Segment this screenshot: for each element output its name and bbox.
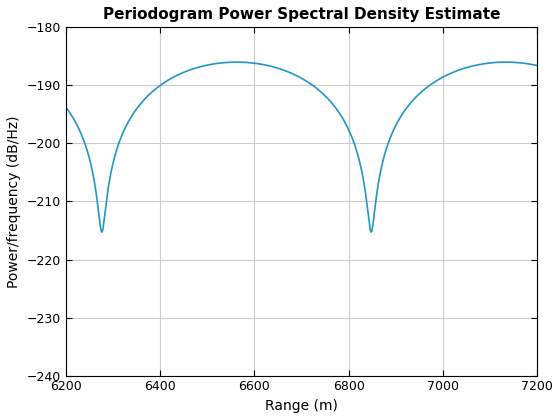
Title: Periodogram Power Spectral Density Estimate: Periodogram Power Spectral Density Estim… [102, 7, 500, 22]
Y-axis label: Power/frequency (dB/Hz): Power/frequency (dB/Hz) [7, 115, 21, 288]
X-axis label: Range (m): Range (m) [265, 399, 338, 413]
